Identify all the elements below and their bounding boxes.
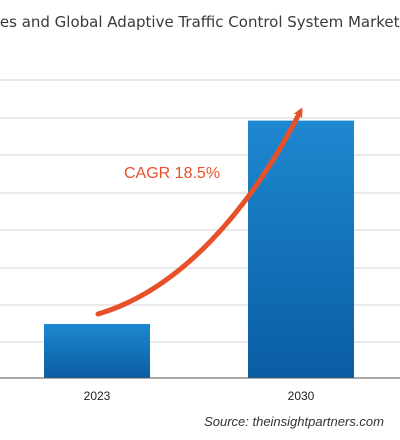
bar-2023 [44, 323, 150, 378]
x-tick-labels: 2023 2030 [84, 389, 315, 403]
grid-lines [0, 79, 400, 343]
source-text: Source: theinsightpartners.com [204, 414, 384, 429]
cagr-annotation: CAGR 18.5% [124, 165, 220, 182]
chart-title: tes and Global Adaptive Traffic Control … [0, 13, 400, 31]
bar-2030 [248, 120, 354, 378]
bars [44, 120, 354, 378]
x-tick-label: 2030 [288, 389, 315, 403]
x-tick-label: 2023 [84, 389, 111, 403]
growth-arrow [95, 107, 303, 317]
